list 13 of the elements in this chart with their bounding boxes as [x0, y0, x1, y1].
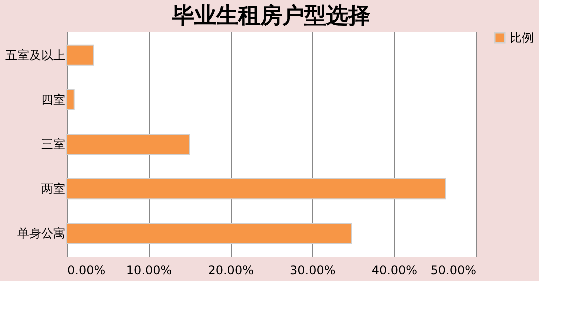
y-tick-label: 三室 [42, 138, 66, 152]
x-tick-label: 20.00% [208, 264, 254, 278]
y-tick-label: 五室及以上 [6, 48, 66, 62]
legend-label: 比例 [510, 31, 534, 45]
x-tick-label: 10.00% [126, 264, 172, 278]
x-tick-label: 30.00% [290, 264, 336, 278]
y-tick-label: 单身公寓 [18, 226, 66, 241]
x-tick-label: 0.00% [68, 264, 106, 278]
x-tick-label: 50.00% [430, 264, 476, 278]
x-tick-label: 40.00% [372, 264, 418, 278]
chart-title: 毕业生租房户型选择 [172, 3, 370, 29]
y-tick-label: 两室 [42, 182, 66, 196]
y-tick-label: 四室 [42, 92, 66, 107]
